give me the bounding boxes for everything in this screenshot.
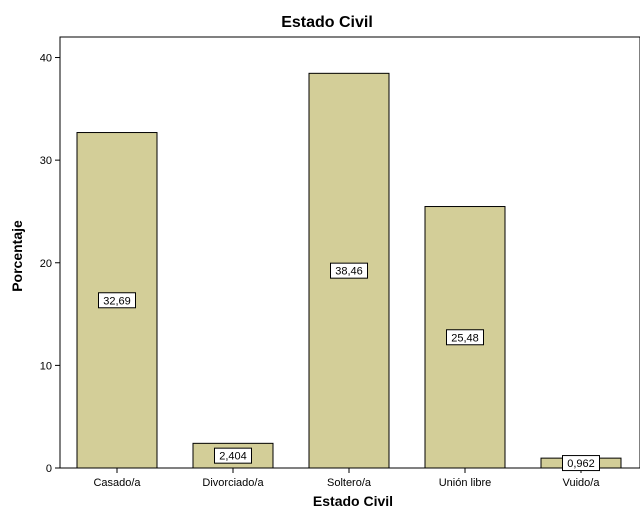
y-tick-label: 10 — [40, 360, 52, 372]
data-label: 25,48 — [451, 332, 479, 344]
y-tick-label: 30 — [40, 155, 52, 167]
x-tick-label: Soltero/a — [327, 477, 372, 489]
x-tick-label: Casado/a — [93, 477, 141, 489]
data-label: 32,69 — [103, 295, 131, 307]
data-label-box — [330, 262, 368, 279]
y-tick-label: 40 — [40, 53, 52, 65]
chart-title: Estado Civil — [281, 14, 373, 31]
x-tick-label: Unión libre — [439, 477, 492, 489]
data-label: 0,962 — [567, 458, 595, 470]
y-tick-label: 20 — [40, 258, 52, 270]
x-tick-label: Vuido/a — [563, 477, 601, 489]
x-axis-title: Estado Civil — [313, 493, 393, 509]
y-tick-label: 0 — [46, 463, 52, 475]
plot-area: 0 10 20 30 40 Casado/a 32,69 Divorciado/a 2,404 S… — [40, 36, 640, 489]
x-tick-label: Divorciado/a — [202, 477, 264, 489]
data-label: 2,404 — [219, 451, 247, 463]
data-label-box — [446, 329, 484, 346]
y-axis-title: Porcentaje — [9, 220, 25, 292]
data-label: 38,46 — [335, 266, 363, 278]
data-label-box — [214, 447, 252, 464]
data-label-box — [98, 292, 136, 309]
data-label-box — [562, 455, 600, 472]
